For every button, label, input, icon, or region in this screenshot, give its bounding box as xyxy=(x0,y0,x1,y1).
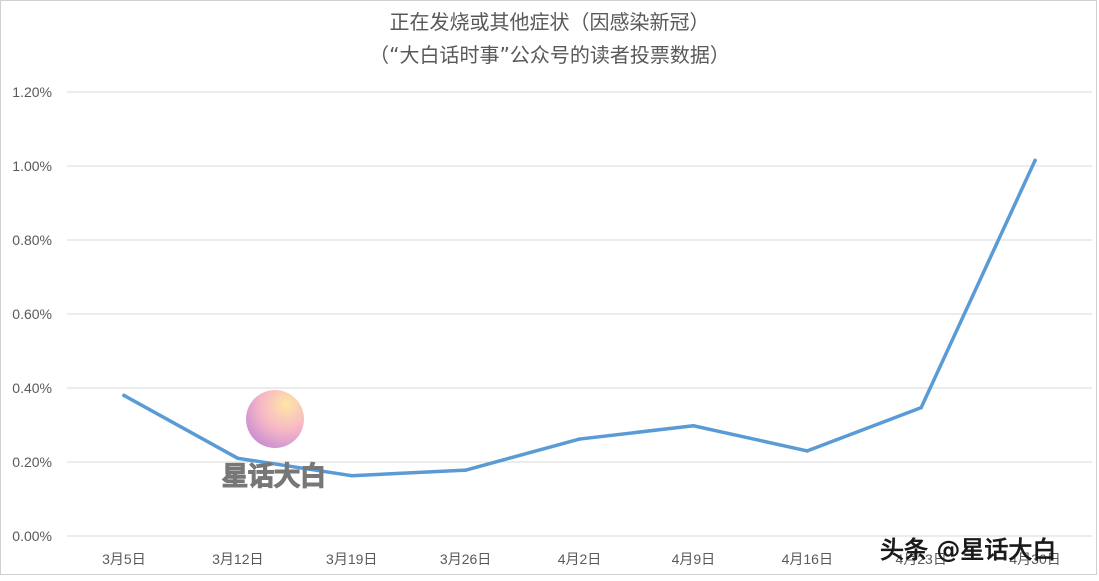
y-tick-label: 0.00% xyxy=(12,528,52,544)
y-tick-label: 0.80% xyxy=(12,232,52,248)
x-tick-label: 4月2日 xyxy=(558,551,602,567)
gridlines xyxy=(67,91,1092,537)
center-watermark: 星话大白 xyxy=(221,461,327,492)
y-tick-label: 0.60% xyxy=(12,306,52,322)
y-tick-label: 0.40% xyxy=(12,380,52,396)
x-tick-label: 3月5日 xyxy=(102,551,146,567)
data-point xyxy=(577,437,582,441)
x-tick-label: 3月26日 xyxy=(440,551,491,567)
x-tick-label: 3月19日 xyxy=(326,551,377,567)
data-point xyxy=(691,423,696,428)
y-tick-label: 0.20% xyxy=(12,454,52,470)
corner-watermark: 头条 @星话大白 xyxy=(880,536,1057,564)
x-tick-label: 4月9日 xyxy=(672,551,716,567)
chart-subtitle: （“大白话时事”公众号的读者投票数据） xyxy=(369,43,730,67)
x-axis-ticks: 3月5日 3月12日 3月19日 3月26日 4月2日 4月9日 4月16日 4月23日 4月3… xyxy=(102,551,1061,567)
x-tick-label: 3月12日 xyxy=(212,551,263,567)
data-point xyxy=(1033,158,1037,163)
y-tick-label: 1.20% xyxy=(12,84,52,100)
data-point xyxy=(919,405,923,410)
data-point xyxy=(236,456,240,461)
data-point xyxy=(349,473,354,478)
y-tick-label: 1.00% xyxy=(12,158,52,174)
x-tick-label: 4月23日 xyxy=(895,551,946,567)
chart-title: 正在发烧或其他症状（因感染新冠） xyxy=(389,10,710,34)
x-tick-label: 4月16日 xyxy=(782,551,833,567)
rabbit-logo-icon xyxy=(246,390,304,448)
x-tick-label: 4月30日 xyxy=(1009,551,1060,567)
series-layer xyxy=(122,158,1037,478)
y-axis-ticks: 0.00% 0.20% 0.40% 0.60% 0.80% 1.00% 1.20% xyxy=(12,84,52,544)
data-point xyxy=(463,468,468,472)
data-point xyxy=(805,449,810,453)
data-point xyxy=(122,393,126,398)
